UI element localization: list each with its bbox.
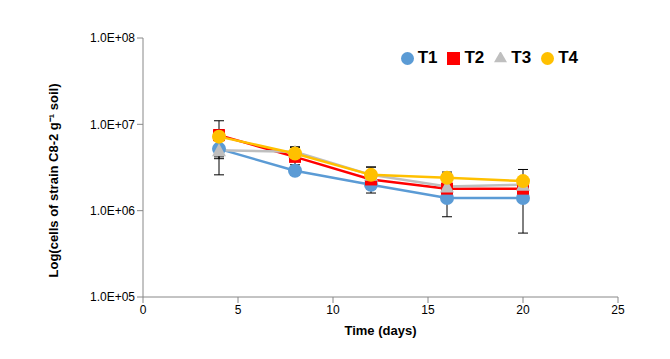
svg-text:1.0E+06: 1.0E+06 [90,204,135,218]
svg-text:1.0E+08: 1.0E+08 [90,31,135,45]
html-text:T4: T4 [558,48,578,67]
html-text:T3: T3 [511,48,532,67]
html-text:T2: T2 [464,48,485,67]
svg-text:5: 5 [235,303,242,317]
svg-text:20: 20 [516,303,530,317]
html-text:T1: T1 [417,48,438,67]
svg-text:15: 15 [421,303,435,317]
svg-text:0: 0 [140,303,147,317]
svg-text:Time (days): Time (days) [344,323,416,338]
svg-text:10: 10 [326,303,340,317]
svg-text:Log(cells of strain C8-2 g⁻¹ s: Log(cells of strain C8-2 g⁻¹ soil) [46,84,61,278]
svg-text:1.0E+05: 1.0E+05 [90,290,135,304]
svg-text:25: 25 [611,303,625,317]
svg-text:1.0E+07: 1.0E+07 [90,118,135,132]
